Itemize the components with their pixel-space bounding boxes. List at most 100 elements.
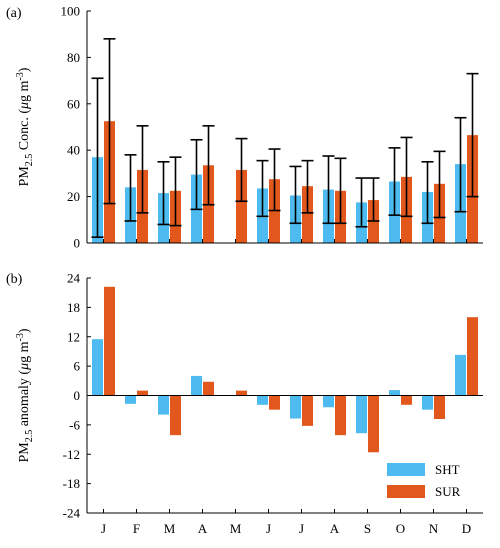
errorbar-sur-5 [235,137,248,203]
x-tick-label-9: S [364,521,371,536]
y-tick-label--24: -24 [63,506,81,521]
y-axis-title-unit-pre: anomaly ( [17,370,32,430]
y-axis-title-sub: 2.5 [24,154,35,167]
x-tick-label-4: A [198,521,208,536]
bar-sht-12 [455,354,466,396]
x-tick-label-6: J [266,521,271,536]
errorbar-sht-8 [322,155,335,225]
y-tick-label--6: -6 [69,417,80,432]
errorbar-sht-9 [355,177,368,228]
errorbar-sur-11 [433,150,446,219]
bar-sht-1 [92,339,103,396]
bar-sht-4 [191,375,202,396]
errorbar-sur-8 [334,157,347,225]
errorbar-sur-2 [136,125,149,214]
bar-sht-3 [158,395,169,415]
y-axis-title: PM2.5 Conc. (μg m-3) [15,67,35,186]
bar-sur-4 [203,381,214,396]
legend: SHT SUR [387,462,461,499]
y-tick-label--12: -12 [63,447,80,462]
bar-sht-11 [422,395,433,410]
bar-sur-10 [401,395,412,405]
y-tick-label-12: 12 [67,329,80,344]
y-tick-label-0: 0 [74,388,81,403]
bar-sur-7 [302,186,313,243]
bar-sur-7 [302,395,313,426]
bar-sur-1 [104,286,115,396]
x-tick-label-3: M [164,521,176,536]
errorbar-sht-10 [388,147,401,216]
errorbar-sur-12 [466,72,479,198]
y-tick-label-0: 0 [74,236,81,251]
y-axis-title-sub: 2.5 [24,430,35,443]
errorbar-sur-1 [103,38,116,205]
y-tick-label--18: -18 [63,476,80,491]
y-tick-label-18: 18 [67,300,80,315]
y-tick-label-24: 24 [67,271,81,286]
y-tick-label-40: 40 [67,143,80,158]
panel-label: (a) [6,6,22,21]
y-axis-title-sup: -3 [15,333,26,341]
bar-sur-6 [269,395,280,410]
bar-sur-9 [368,395,379,453]
bar-sur-5 [236,390,247,396]
bar-sht-7 [290,395,301,419]
errorbar-sur-7 [301,159,314,214]
bar-sur-11 [434,395,445,419]
x-tick-label-7: J [299,521,304,536]
errorbar-sht-12 [454,116,467,213]
y-axis-title-mu: μ [17,363,32,371]
bar-sht-10 [389,390,400,396]
y-axis-title-unit-mid: g m [17,80,32,102]
y-tick-label-60: 60 [67,96,80,111]
bar-sht-8 [323,395,334,408]
y-tick-label-100: 100 [61,4,81,19]
errorbar-sht-4 [190,138,203,211]
y-tick-label-20: 20 [67,189,80,204]
errorbar-sht-1 [91,77,104,238]
bar-sht-9 [356,395,367,434]
errorbar-sur-4 [202,125,215,206]
bar-sur-3 [170,395,181,436]
bar-sur-12 [467,317,478,396]
bar-sur-8 [335,395,346,436]
y-tick-label-6: 6 [74,359,81,374]
y-axis-title-unit-post: ) [17,67,32,72]
legend-label-sur: SUR [435,484,461,499]
y-axis-title-unit-mid: g m [17,341,32,363]
y-axis-title: PM2.5 anomaly (μg m-3) [15,328,35,462]
x-tick-label-5: M [230,521,242,536]
bar-sht-6 [257,395,268,405]
errorbar-sht-6 [256,159,269,218]
errorbar-sur-3 [169,156,182,227]
errorbar-sht-11 [421,161,434,225]
bar-sur-2 [137,390,148,396]
y-axis-title-unit-post: ) [17,328,32,333]
errorbar-sur-9 [367,177,380,222]
y-axis-title-sup: -3 [15,72,26,80]
y-axis-title-main: PM [17,166,32,187]
x-tick-label-2: F [133,521,140,536]
errorbar-sht-3 [157,161,170,226]
x-tick-label-1: J [101,521,106,536]
x-tick-label-10: O [396,521,405,536]
panel-b: -24 -18 -12 -6 0 6 12 18 24 J F M A M J J A S O N D (b) PM2.5 … [6,271,483,536]
y-axis-title-mu: μ [17,102,32,110]
bar-sht-2 [125,395,136,404]
errorbar-sht-7 [289,165,302,225]
legend-swatch-sur [387,485,425,498]
y-axis-title-unit-pre: Conc. ( [17,109,32,154]
bar-sur-5 [236,169,247,243]
legend-swatch-sht [387,463,425,476]
panel-label: (b) [6,272,23,287]
x-tick-label-8: A [330,521,340,536]
x-tick-label-12: D [462,521,471,536]
legend-label-sht: SHT [435,462,460,477]
errorbar-sur-10 [400,136,413,218]
panel-a: 0 20 40 60 80 100 (a) PM2.5 Conc. (μg m-3) [6,4,483,251]
x-tick-label-11: N [429,521,439,536]
y-axis-title-main: PM [17,442,32,463]
y-tick-label-80: 80 [67,50,80,65]
